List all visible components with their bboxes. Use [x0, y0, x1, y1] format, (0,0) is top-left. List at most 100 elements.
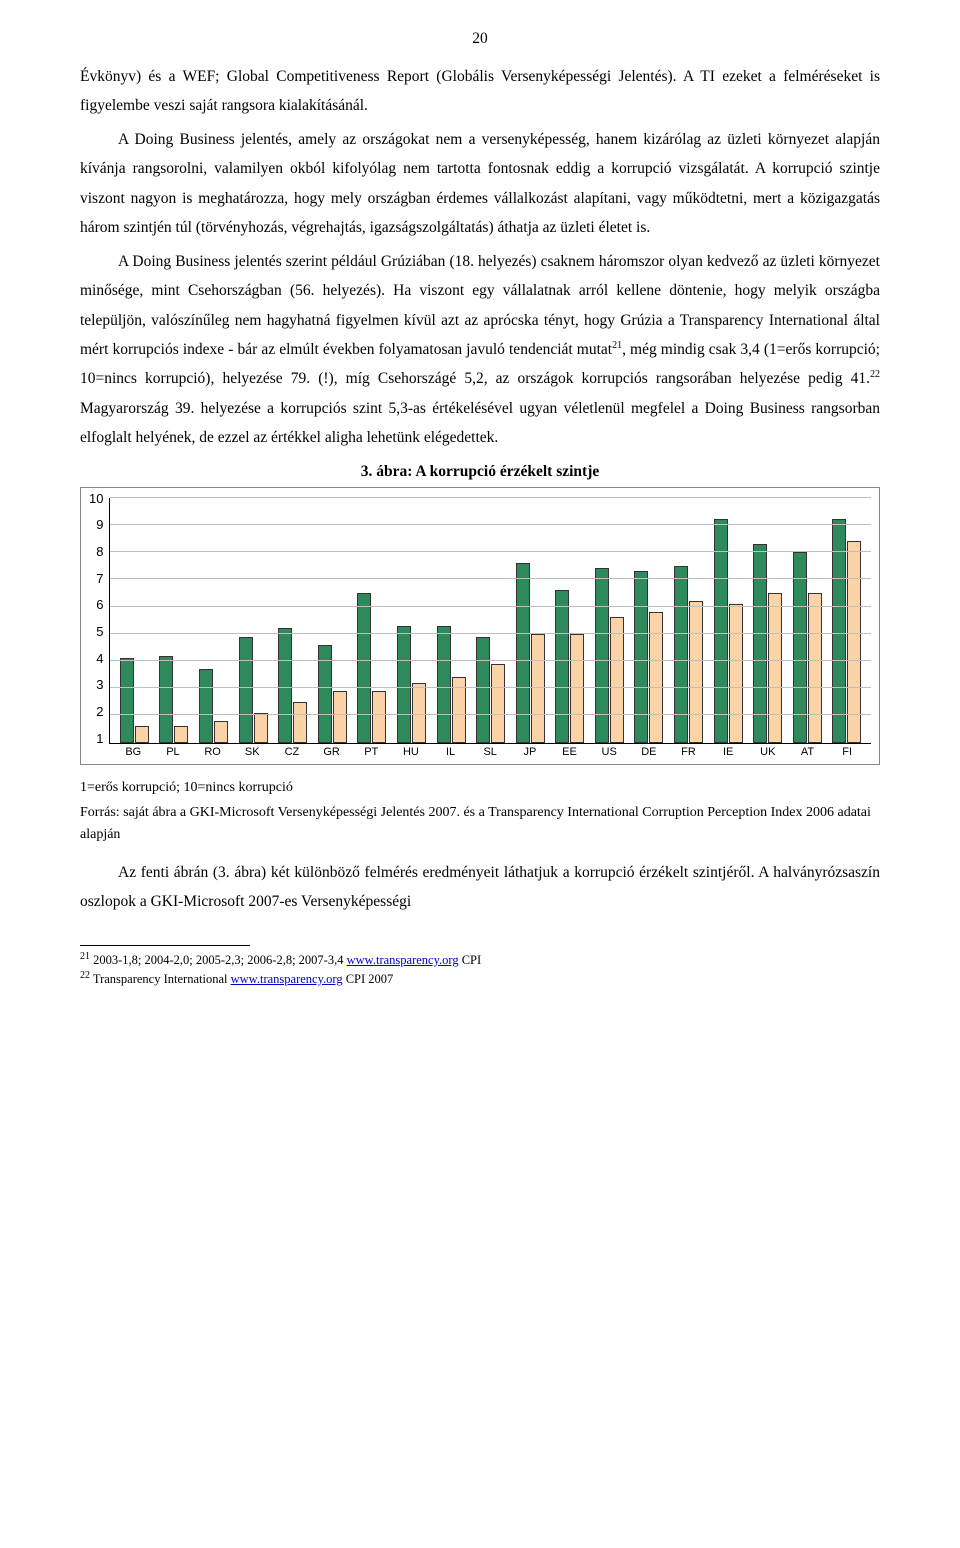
bar-group [674, 498, 703, 743]
footnote-22: 22 Transparency International www.transp… [80, 969, 880, 988]
chart-container: 10987654321 BGPLROSKCZGRPTHUILSLJPEEUSDE… [80, 487, 880, 765]
bar-group [357, 498, 386, 743]
footnote-22-text-b: CPI 2007 [343, 972, 394, 986]
bar-series1 [120, 658, 134, 742]
x-tick-label: FI [832, 746, 862, 758]
bar-series1 [516, 563, 530, 743]
gridline [110, 606, 871, 607]
bar-series1 [674, 566, 688, 743]
bar-series2 [570, 634, 584, 743]
bar-group [634, 498, 663, 743]
bar-series2 [610, 617, 624, 742]
footnote-21-text-a: 2003-1,8; 2004-2,0; 2005-2,3; 2006-2,8; … [90, 953, 347, 967]
bar-group [476, 498, 505, 743]
footnote-ref-22: 22 [870, 369, 880, 380]
bar-group [832, 498, 861, 743]
bar-series1 [159, 656, 173, 743]
footnote-22-text-a: Transparency International [90, 972, 231, 986]
x-tick-label: PT [356, 746, 386, 758]
x-axis-labels: BGPLROSKCZGRPTHUILSLJPEEUSDEFRIEUKATFI [109, 744, 871, 758]
closing-paragraph: Az fenti ábrán (3. ábra) két különböző f… [80, 858, 880, 917]
bar-series1 [634, 571, 648, 743]
x-tick-label: GR [317, 746, 347, 758]
bar-series2 [531, 634, 545, 743]
bar-series2 [372, 691, 386, 743]
footnote-21-link[interactable]: www.transparency.org [347, 953, 459, 967]
chart-caption-line2: Forrás: saját ábra a GKI-Microsoft Verse… [80, 802, 880, 845]
x-tick-label: RO [198, 746, 228, 758]
bar-group [437, 498, 466, 743]
footnotes-block: 21 2003-1,8; 2004-2,0; 2005-2,3; 2006-2,… [80, 950, 880, 988]
bar-group [159, 498, 188, 743]
footnote-separator [80, 945, 250, 946]
footnote-21-text-b: CPI [459, 953, 482, 967]
x-tick-label: EE [555, 746, 585, 758]
bar-series1 [199, 669, 213, 743]
bar-series1 [555, 590, 569, 742]
bar-series2 [729, 604, 743, 743]
page-number: 20 [80, 30, 880, 48]
footnote-22-link[interactable]: www.transparency.org [231, 972, 343, 986]
bar-series2 [135, 726, 149, 742]
plot-region [109, 498, 871, 744]
bar-group [199, 498, 228, 743]
plot: BGPLROSKCZGRPTHUILSLJPEEUSDEFRIEUKATFI [109, 498, 871, 758]
bar-group [318, 498, 347, 743]
bar-group [595, 498, 624, 743]
bar-series1 [357, 593, 371, 743]
bar-series1 [437, 626, 451, 743]
bar-series2 [847, 541, 861, 742]
gridline [110, 660, 871, 661]
bar-group [753, 498, 782, 743]
gridline [110, 633, 871, 634]
gridline [110, 524, 871, 525]
y-axis: 10987654321 [89, 498, 109, 758]
gridline [110, 497, 871, 498]
bar-group [793, 498, 822, 743]
x-tick-label: US [594, 746, 624, 758]
bar-group [555, 498, 584, 743]
x-tick-label: DE [634, 746, 664, 758]
bar-group [516, 498, 545, 743]
bar-series2 [491, 664, 505, 743]
bar-series1 [595, 568, 609, 742]
chart-area: 10987654321 BGPLROSKCZGRPTHUILSLJPEEUSDE… [89, 498, 871, 758]
x-tick-label: FR [673, 746, 703, 758]
paragraph-1: Évkönyv) és a WEF; Global Competitivenes… [80, 62, 880, 121]
bar-group [278, 498, 307, 743]
paragraph-2: A Doing Business jelentés, amely az orsz… [80, 125, 880, 243]
footnote-22-num: 22 [80, 970, 90, 981]
x-tick-label: SK [237, 746, 267, 758]
gridline [110, 714, 871, 715]
x-tick-label: IL [436, 746, 466, 758]
bar-series2 [293, 702, 307, 743]
x-tick-label: AT [792, 746, 822, 758]
bar-series2 [333, 691, 347, 743]
bar-series1 [278, 628, 292, 742]
x-tick-label: UK [753, 746, 783, 758]
chart-title: 3. ábra: A korrupció érzékelt szintje [80, 463, 880, 481]
bar-series2 [808, 593, 822, 743]
x-tick-label: BG [118, 746, 148, 758]
x-tick-label: PL [158, 746, 188, 758]
bar-series1 [239, 637, 253, 743]
bar-series1 [714, 519, 728, 742]
x-tick-label: HU [396, 746, 426, 758]
bar-series2 [768, 593, 782, 743]
x-tick-label: IE [713, 746, 743, 758]
paragraph-3: A Doing Business jelentés szerint példáu… [80, 247, 880, 453]
x-tick-label: SL [475, 746, 505, 758]
bar-series1 [397, 626, 411, 743]
bar-group [714, 498, 743, 743]
bars-row [110, 498, 871, 743]
bar-group [397, 498, 426, 743]
footnote-21-num: 21 [80, 951, 90, 962]
footnote-21: 21 2003-1,8; 2004-2,0; 2005-2,3; 2006-2,… [80, 950, 880, 969]
bar-series1 [753, 544, 767, 743]
bar-series1 [476, 637, 490, 743]
gridline [110, 687, 871, 688]
chart-caption-line1: 1=erős korrupció; 10=nincs korrupció [80, 777, 880, 799]
footnote-ref-21: 21 [612, 340, 622, 351]
bar-series2 [412, 683, 426, 743]
bar-group [239, 498, 268, 743]
